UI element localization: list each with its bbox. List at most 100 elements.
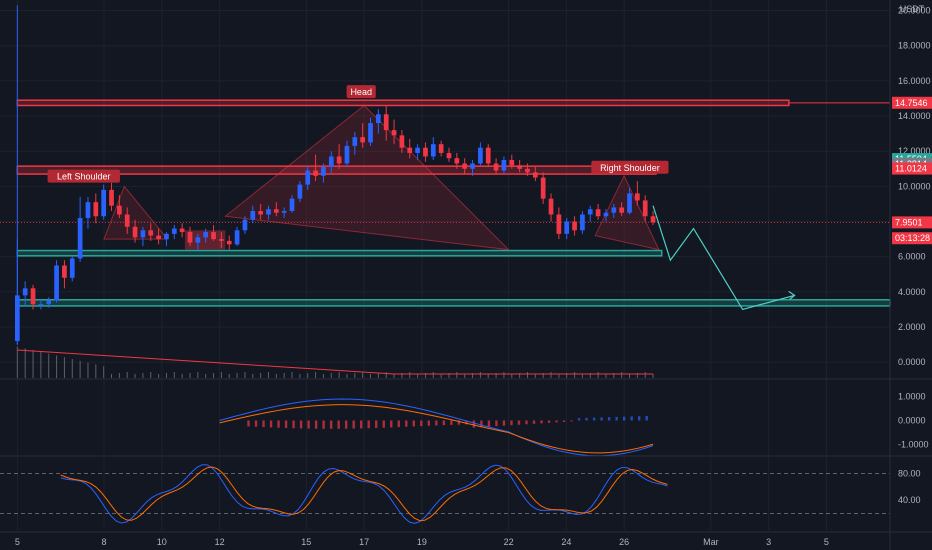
candle-body[interactable] <box>587 209 593 215</box>
candles[interactable] <box>14 5 656 345</box>
candle-body[interactable] <box>462 163 468 169</box>
candle-body[interactable] <box>344 145 350 164</box>
candle-body[interactable] <box>77 218 83 259</box>
candle-body[interactable] <box>54 265 59 301</box>
candle-body[interactable] <box>556 214 562 234</box>
candle-body[interactable] <box>242 219 248 231</box>
candle-body[interactable] <box>266 209 271 215</box>
candle-body[interactable] <box>234 230 240 245</box>
macd-histogram-bar <box>262 420 265 428</box>
candle-body[interactable] <box>195 237 201 243</box>
candle-body[interactable] <box>627 193 632 213</box>
candle-body[interactable] <box>226 240 232 245</box>
candle-body[interactable] <box>595 209 601 217</box>
candle-body[interactable] <box>156 235 161 240</box>
macd-histogram-bar <box>592 417 596 421</box>
candle-body[interactable] <box>219 239 224 241</box>
candle-body[interactable] <box>171 228 177 234</box>
candle-body[interactable] <box>509 159 515 166</box>
candle-body[interactable] <box>368 123 373 143</box>
volume-bar <box>558 374 560 378</box>
candle-body[interactable] <box>250 210 256 220</box>
candle-body[interactable] <box>281 210 287 213</box>
candle-body[interactable] <box>485 147 491 164</box>
candle-body[interactable] <box>423 147 428 157</box>
candle-body[interactable] <box>258 210 263 215</box>
candle-body[interactable] <box>454 158 460 164</box>
candle-body[interactable] <box>38 304 44 306</box>
candle-body[interactable] <box>305 170 311 185</box>
candle-body[interactable] <box>383 114 389 131</box>
candle-body[interactable] <box>69 258 75 278</box>
candle-body[interactable] <box>470 163 475 169</box>
candle-body[interactable] <box>430 144 436 157</box>
candle-body[interactable] <box>501 159 507 171</box>
candle-body[interactable] <box>438 144 444 153</box>
candle-body[interactable] <box>635 193 640 201</box>
candle-body[interactable] <box>650 216 656 223</box>
candle-body[interactable] <box>478 147 483 164</box>
candle-body[interactable] <box>179 228 185 233</box>
candle-body[interactable] <box>321 167 326 176</box>
macd-histogram-bar <box>540 420 543 424</box>
candle-body[interactable] <box>211 232 216 240</box>
candle-body[interactable] <box>525 168 530 173</box>
candle-body[interactable] <box>132 226 138 238</box>
candle-body[interactable] <box>117 205 122 215</box>
candle-body[interactable] <box>93 202 99 217</box>
macd-histogram-bar <box>622 416 626 421</box>
candle-body[interactable] <box>30 288 36 305</box>
candle-body[interactable] <box>46 300 52 305</box>
candle-body[interactable] <box>642 200 648 217</box>
stoch-k-line <box>60 464 668 524</box>
projection-arrowhead <box>788 290 796 300</box>
candle-body[interactable] <box>572 221 577 231</box>
candle-body[interactable] <box>289 198 295 211</box>
candle-body[interactable] <box>164 233 169 240</box>
candle-body[interactable] <box>148 230 154 236</box>
volume-bar <box>479 372 481 378</box>
volume-bar <box>134 374 136 378</box>
candle-body[interactable] <box>548 198 554 215</box>
candle-body[interactable] <box>360 137 366 143</box>
price-tick: 20.0000 <box>898 6 931 16</box>
candle-body[interactable] <box>101 189 107 217</box>
candle-body[interactable] <box>391 130 397 136</box>
candle-body[interactable] <box>140 230 146 238</box>
macd-histogram-bar <box>570 420 573 422</box>
candle-body[interactable] <box>376 114 381 124</box>
candle-body[interactable] <box>109 189 114 206</box>
candle-body[interactable] <box>532 172 538 178</box>
macd-histogram-bar <box>427 420 431 426</box>
candle-body[interactable] <box>407 147 413 153</box>
candle-body[interactable] <box>540 177 546 199</box>
candle-body[interactable] <box>336 156 342 164</box>
candle-body[interactable] <box>273 209 279 213</box>
stoch-tick: 80.00 <box>898 468 921 478</box>
candle-body[interactable] <box>446 152 452 159</box>
candle-body[interactable] <box>62 265 67 278</box>
candle-body[interactable] <box>493 163 499 171</box>
candle-body[interactable] <box>611 207 617 213</box>
candle-body[interactable] <box>352 137 358 146</box>
candle-body[interactable] <box>399 135 405 148</box>
candle-body[interactable] <box>22 288 28 296</box>
candle-body[interactable] <box>328 156 334 168</box>
candle-body[interactable] <box>313 170 318 176</box>
candle-body[interactable] <box>603 212 609 217</box>
candle-body[interactable] <box>564 221 570 234</box>
candle-body[interactable] <box>187 232 193 243</box>
candle-body[interactable] <box>85 202 91 219</box>
candle-body[interactable] <box>619 207 625 213</box>
candle-body[interactable] <box>297 184 303 199</box>
macd-histogram-bar <box>277 420 280 428</box>
candle-body[interactable] <box>517 165 522 169</box>
stoch-pane: 80.00 40.00 <box>0 455 932 524</box>
candle-body[interactable] <box>415 147 420 153</box>
zone-resistance <box>16 99 790 107</box>
candle-body[interactable] <box>124 214 130 227</box>
candle-body[interactable] <box>580 214 585 231</box>
candle-body[interactable] <box>203 232 209 238</box>
